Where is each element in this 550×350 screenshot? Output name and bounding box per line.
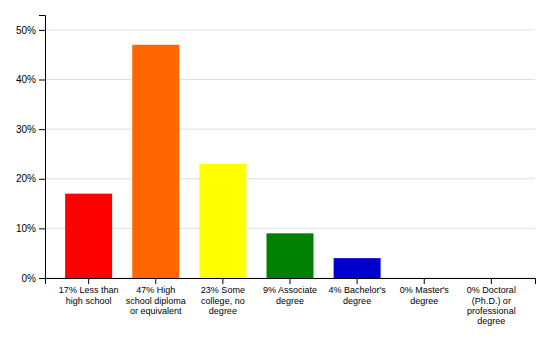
- y-tick-mark: [39, 179, 45, 180]
- y-tick: 20%: [16, 173, 45, 184]
- y-tick-label: 0%: [22, 273, 37, 284]
- bar: [132, 45, 179, 278]
- bar: [334, 258, 381, 278]
- x-tick-label: 0% Master'sdegree: [400, 285, 450, 305]
- x-tick-label-line: 0% Master's: [400, 285, 450, 295]
- y-tick-mark: [39, 228, 45, 229]
- y-axis: 0% 10% 20% 30% 40% 50%: [16, 16, 46, 284]
- x-tick-label: 17% Less thanhigh school: [59, 285, 119, 305]
- x-tick-label-line: college, no: [201, 296, 245, 306]
- y-tick-label: 40%: [16, 74, 36, 85]
- x-tick-label-line: 4% Bachelor's: [328, 285, 386, 295]
- chart-container: 0% 10% 20% 30% 40% 50% 17% Less thanhigh schoo…: [0, 0, 550, 350]
- x-tick-label-line: 47% High: [136, 285, 175, 295]
- x-tick-mark: [357, 278, 358, 284]
- y-tick: 40%: [16, 74, 45, 85]
- grid-line: [45, 79, 535, 80]
- y-tick: 10%: [16, 223, 45, 234]
- y-tick: 0%: [22, 273, 45, 284]
- bars: [65, 45, 380, 278]
- x-tick-mark: [222, 278, 223, 284]
- x-tick-label: 4% Bachelor'sdegree: [328, 285, 386, 305]
- x-tick: 4% Bachelor'sdegree: [328, 278, 386, 306]
- grid-line: [45, 129, 535, 130]
- x-tick-label: 47% Highschool diplomaor equivalent: [126, 285, 186, 316]
- bar: [401, 278, 448, 279]
- x-tick: 0% Master'sdegree: [400, 278, 450, 306]
- x-tick-label-line: high school: [66, 296, 112, 306]
- x-tick: 9% Associatedegree: [263, 278, 317, 306]
- y-tick-label: 30%: [16, 124, 36, 135]
- y-tick-mark: [39, 80, 45, 81]
- x-tick-label-line: (Ph.D.) or: [472, 296, 511, 306]
- x-tick-label-line: 23% Some: [201, 285, 245, 295]
- x-tick-label-line: degree: [477, 316, 505, 326]
- x-tick-label-line: degree: [410, 296, 438, 306]
- bar: [199, 164, 246, 278]
- grid-line: [45, 228, 535, 229]
- x-tick-label-line: 17% Less than: [59, 285, 119, 295]
- x-tick-label: 0% Doctoral(Ph.D.) orprofessionaldegree: [467, 285, 516, 326]
- x-tick-label: 9% Associatedegree: [263, 285, 317, 305]
- x-tick-mark: [290, 278, 291, 284]
- y-tick-label: 10%: [16, 223, 36, 234]
- y-tick-label: 50%: [16, 25, 36, 36]
- plot: 0% 10% 20% 30% 40% 50% 17% Less thanhigh schoo…: [16, 16, 536, 327]
- x-tick: 23% Somecollege, nodegree: [201, 278, 245, 316]
- x-tick-label-line: or equivalent: [130, 306, 182, 316]
- x-tick: 0% Doctoral(Ph.D.) orprofessionaldegree: [467, 278, 516, 326]
- grid-line: [45, 29, 535, 30]
- y-tick-mark: [39, 129, 45, 130]
- x-axis: 17% Less thanhigh school 47% Highschool d…: [46, 278, 536, 326]
- grid: [45, 30, 535, 278]
- y-axis-line: [39, 16, 46, 279]
- chart-svg: 0% 10% 20% 30% 40% 50% 17% Less thanhigh schoo…: [0, 0, 550, 350]
- y-tick-mark: [39, 278, 45, 279]
- x-tick-label-line: 9% Associate: [263, 285, 317, 295]
- x-tick-label-line: professional: [467, 306, 516, 316]
- bar: [468, 278, 515, 279]
- x-tick-label-line: degree: [343, 296, 371, 306]
- x-tick-mark: [155, 278, 156, 284]
- y-tick-label: 20%: [16, 173, 36, 184]
- x-tick-label-line: 0% Doctoral: [467, 285, 516, 295]
- bar: [65, 194, 112, 278]
- y-tick: 50%: [16, 25, 45, 36]
- x-tick-label-line: degree: [209, 306, 237, 316]
- x-tick-label: 23% Somecollege, nodegree: [201, 285, 245, 316]
- x-tick-label-line: school diploma: [126, 296, 186, 306]
- x-tick-mark: [424, 278, 425, 284]
- y-tick-mark: [39, 30, 45, 31]
- x-tick-label-line: degree: [276, 296, 304, 306]
- x-tick: 17% Less thanhigh school: [59, 278, 119, 306]
- x-tick-mark: [491, 278, 492, 284]
- y-tick: 30%: [16, 124, 45, 135]
- grid-line: [45, 178, 535, 179]
- bar: [267, 233, 314, 278]
- x-tick-mark: [88, 278, 89, 284]
- x-axis-line: [46, 279, 536, 285]
- x-tick: 47% Highschool diplomaor equivalent: [126, 278, 186, 316]
